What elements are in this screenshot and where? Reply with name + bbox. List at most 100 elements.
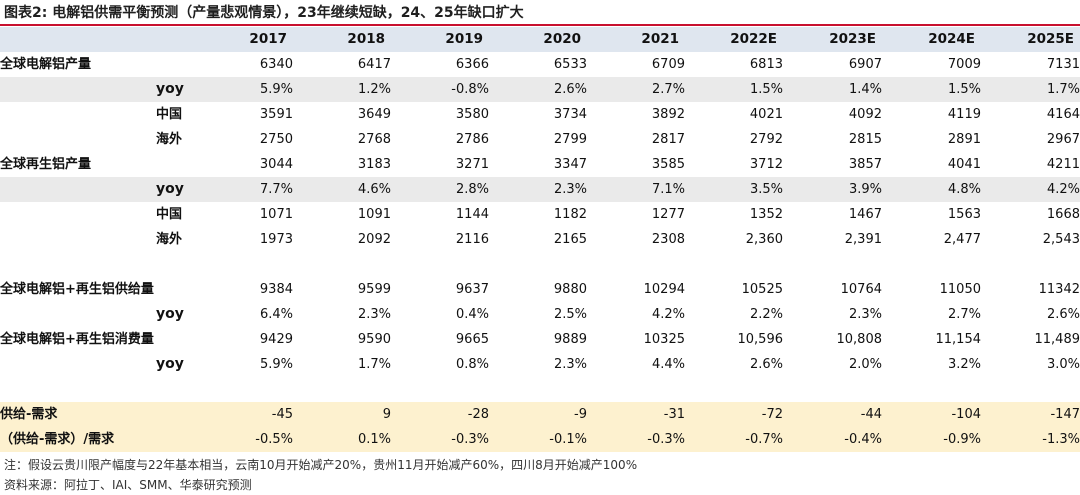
col-header: 2017 bbox=[201, 27, 293, 52]
col-header: 2018 bbox=[293, 27, 391, 52]
header-row: 2017 2018 2019 2020 2021 2022E 2023E 202… bbox=[0, 27, 1080, 52]
value-cell: 2.6% bbox=[1046, 307, 1080, 322]
value-cell: 2116 bbox=[455, 232, 489, 247]
value-cell: -0.4% bbox=[783, 427, 882, 452]
value-cell: 2799 bbox=[553, 132, 587, 147]
value-cell: 1668 bbox=[1046, 207, 1080, 222]
value-cell: 5.9% bbox=[201, 77, 293, 102]
value-cell: 7.1% bbox=[587, 177, 685, 202]
value-cell: 1973 bbox=[259, 232, 293, 247]
table-row: （供给-需求）/需求 -0.5% 0.1% -0.3% -0.1% -0.3% -0.7% -… bbox=[0, 427, 1080, 452]
value-cell: 2.0% bbox=[848, 357, 882, 372]
value-cell: 3044 bbox=[259, 157, 293, 172]
value-cell: 9637 bbox=[455, 282, 489, 297]
value-cell: 2891 bbox=[947, 132, 981, 147]
row-label: 全球电解铝产量 bbox=[0, 57, 92, 72]
spacer-row bbox=[0, 252, 1080, 277]
value-cell: 11050 bbox=[939, 282, 981, 297]
col-header: 2022E bbox=[685, 27, 783, 52]
table-row: 中国 1071 1091 1144 1182 1277 1352 1467 1563 1668 bbox=[0, 202, 1080, 227]
value-cell: 4.2% bbox=[651, 307, 685, 322]
row-label: 海外 bbox=[156, 132, 183, 147]
value-cell: 2308 bbox=[651, 232, 685, 247]
value-cell: 5.9% bbox=[259, 357, 293, 372]
row-label: 供给-需求 bbox=[0, 402, 201, 427]
value-cell: 3183 bbox=[357, 157, 391, 172]
value-cell: 2750 bbox=[259, 132, 293, 147]
value-cell: 9599 bbox=[357, 282, 391, 297]
value-cell: 9880 bbox=[553, 282, 587, 297]
value-cell: 2,543 bbox=[1042, 232, 1080, 247]
value-cell: -44 bbox=[783, 402, 882, 427]
value-cell: 0.4% bbox=[455, 307, 489, 322]
value-cell: 3.5% bbox=[685, 177, 783, 202]
value-cell: 2792 bbox=[749, 132, 783, 147]
value-cell: -0.7% bbox=[685, 427, 783, 452]
col-header: 2021 bbox=[587, 27, 685, 52]
value-cell: 1.7% bbox=[357, 357, 391, 372]
table-row: 全球电解铝产量 6340 6417 6366 6533 6709 6813 6907 7009 7… bbox=[0, 52, 1080, 77]
value-cell: 4041 bbox=[947, 157, 981, 172]
value-cell: 9889 bbox=[553, 332, 587, 347]
value-cell: 6813 bbox=[749, 57, 783, 72]
col-header: 2019 bbox=[391, 27, 489, 52]
value-cell: 3712 bbox=[749, 157, 783, 172]
value-cell: 3734 bbox=[553, 107, 587, 122]
value-cell: 2.3% bbox=[553, 357, 587, 372]
value-cell: 2817 bbox=[651, 132, 685, 147]
row-label: 全球电解铝+再生铝消费量 bbox=[0, 332, 154, 347]
value-cell: 1352 bbox=[749, 207, 783, 222]
table-row: 海外 2750 2768 2786 2799 2817 2792 2815 2891 2967 bbox=[0, 127, 1080, 152]
value-cell: 1467 bbox=[848, 207, 882, 222]
figure-title: 图表2: 电解铝供需平衡预测（产量悲观情景），23年继续短缺，24、25年缺口扩… bbox=[4, 5, 524, 21]
value-cell: -28 bbox=[391, 402, 489, 427]
value-cell: 3585 bbox=[651, 157, 685, 172]
value-cell: 2.7% bbox=[947, 307, 981, 322]
value-cell: 6366 bbox=[455, 57, 489, 72]
value-cell: 10,596 bbox=[737, 332, 784, 347]
value-cell: 4.4% bbox=[651, 357, 685, 372]
balance-table: 2017 2018 2019 2020 2021 2022E 2023E 202… bbox=[0, 27, 1080, 452]
value-cell: 3.0% bbox=[1046, 357, 1080, 372]
table-row: 全球电解铝+再生铝消费量 9429 9590 9665 9889 10325 10,596 1… bbox=[0, 327, 1080, 352]
value-cell: 10325 bbox=[643, 332, 685, 347]
value-cell: 2.3% bbox=[489, 177, 587, 202]
row-label: （供给-需求）/需求 bbox=[0, 427, 201, 452]
value-cell: 7131 bbox=[1046, 57, 1080, 72]
table-row: yoy 6.4% 2.3% 0.4% 2.5% 4.2% 2.2% 2.3% 2.7% 2.6% bbox=[0, 302, 1080, 327]
value-cell: 1182 bbox=[553, 207, 587, 222]
value-cell: 6533 bbox=[553, 57, 587, 72]
value-cell: 4021 bbox=[749, 107, 783, 122]
row-label: yoy bbox=[156, 356, 184, 372]
value-cell: 2.6% bbox=[749, 357, 783, 372]
spacer-cell bbox=[0, 252, 1080, 277]
value-cell: -104 bbox=[882, 402, 981, 427]
assumption-note: 注：假设云贵川限产幅度与22年基本相当，云南10月开始减产20%，贵州11月开始… bbox=[4, 458, 638, 472]
value-cell: 2786 bbox=[455, 132, 489, 147]
value-cell: 2967 bbox=[1046, 132, 1080, 147]
row-label: 全球电解铝+再生铝供给量 bbox=[0, 282, 154, 297]
value-cell: -0.3% bbox=[391, 427, 489, 452]
value-cell: 11342 bbox=[1038, 282, 1080, 297]
value-cell: 2.3% bbox=[848, 307, 882, 322]
value-cell: 3347 bbox=[553, 157, 587, 172]
value-cell: 4.2% bbox=[981, 177, 1080, 202]
value-cell: 1.5% bbox=[685, 77, 783, 102]
value-cell: -0.3% bbox=[587, 427, 685, 452]
value-cell: 2.6% bbox=[489, 77, 587, 102]
value-cell: 0.8% bbox=[455, 357, 489, 372]
table-row: yoy 5.9% 1.2% -0.8% 2.6% 2.7% 1.5% 1.4% 1.5% 1.7% bbox=[0, 77, 1080, 102]
header-corner bbox=[0, 27, 201, 52]
value-cell: 11,154 bbox=[935, 332, 982, 347]
value-cell: 9590 bbox=[357, 332, 391, 347]
table-row: 供给-需求 -45 9 -28 -9 -31 -72 -44 -104 -147 bbox=[0, 402, 1080, 427]
value-cell: 2.3% bbox=[357, 307, 391, 322]
value-cell: 10525 bbox=[741, 282, 783, 297]
value-cell: 3649 bbox=[357, 107, 391, 122]
value-cell: 6417 bbox=[357, 57, 391, 72]
spacer-cell bbox=[0, 377, 1080, 402]
value-cell: 4119 bbox=[947, 107, 981, 122]
table-body: 全球电解铝产量 6340 6417 6366 6533 6709 6813 6907 7009 7… bbox=[0, 52, 1080, 452]
table-row: 海外 1973 2092 2116 2165 2308 2,360 2,391 2,477 2,5… bbox=[0, 227, 1080, 252]
value-cell: -0.5% bbox=[201, 427, 293, 452]
